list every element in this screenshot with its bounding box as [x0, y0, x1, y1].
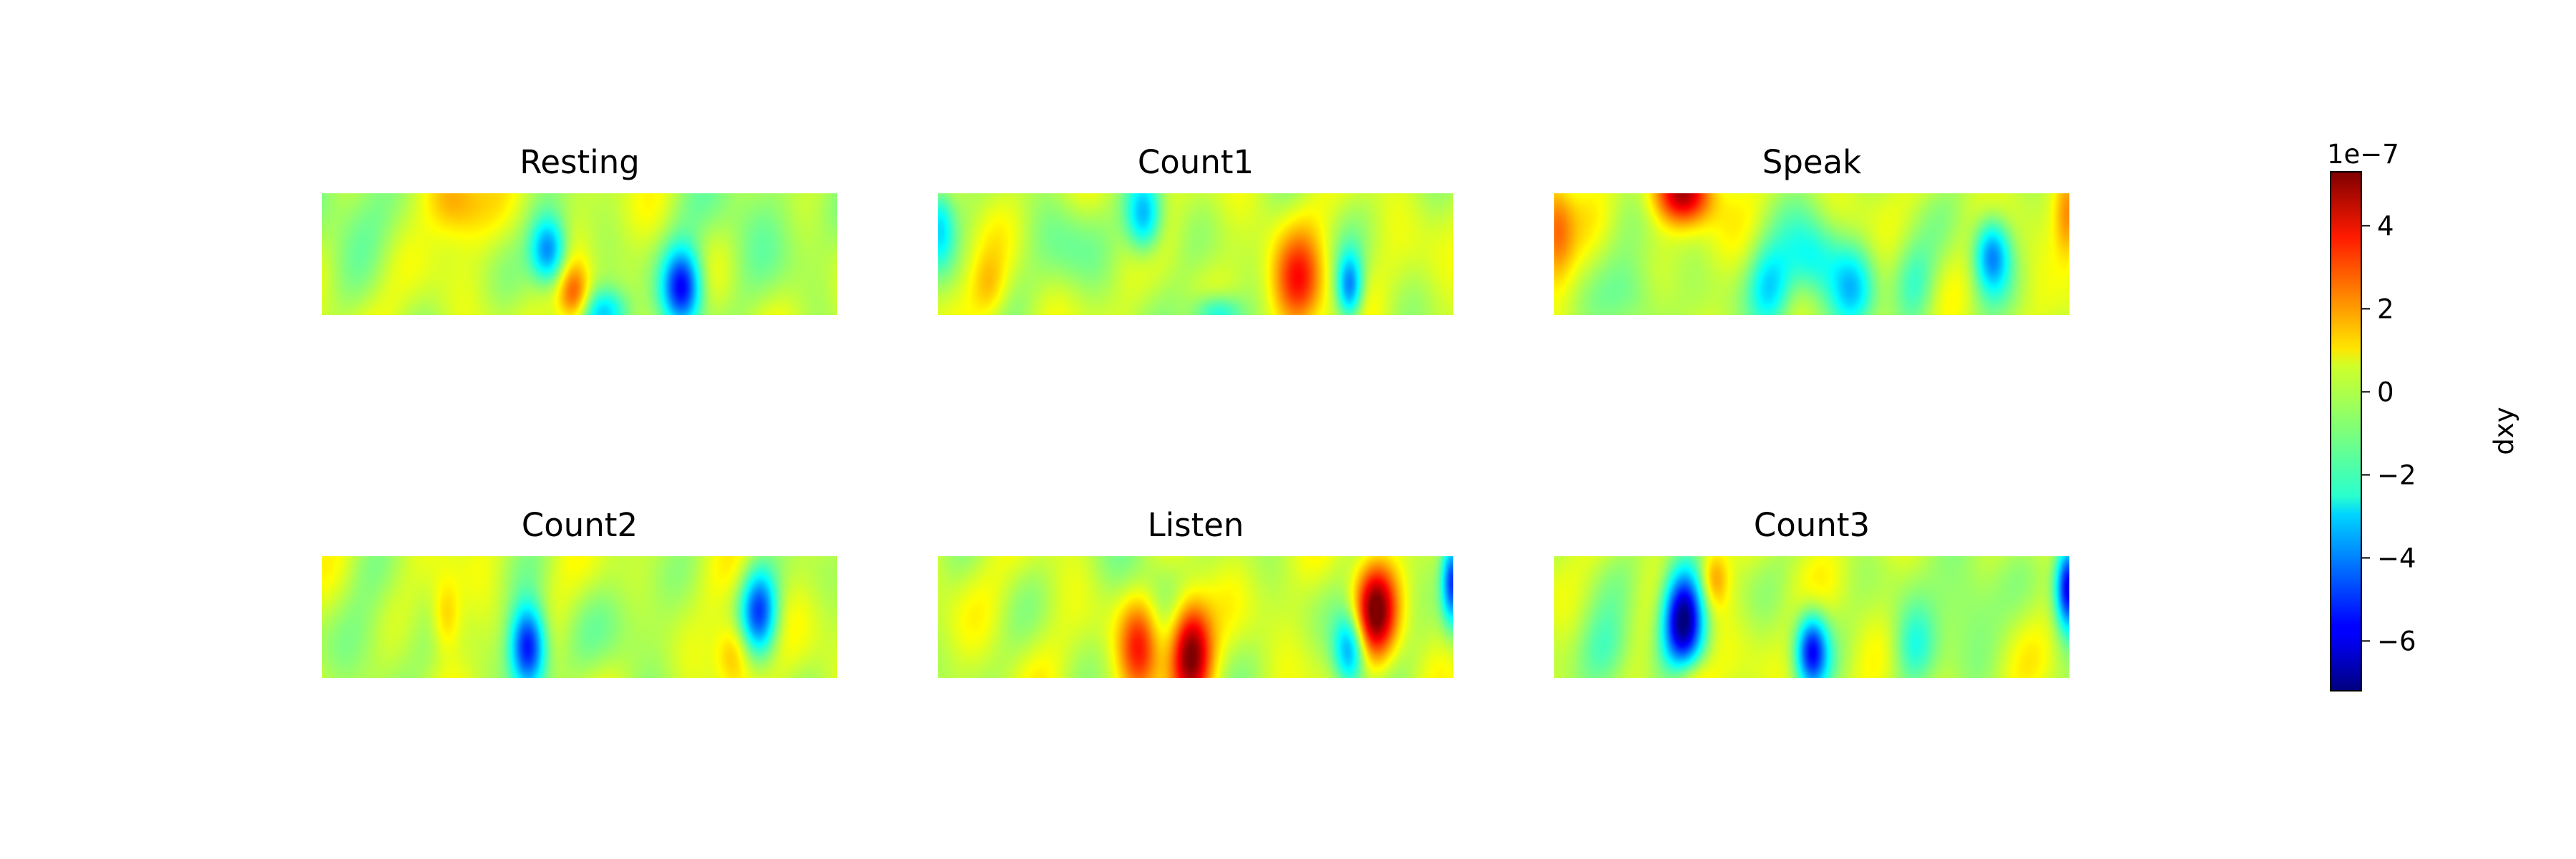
colorbar-tick-label: −4: [2377, 543, 2416, 573]
colorbar-label: dxy: [2489, 407, 2519, 455]
panel-title-listen: Listen: [1148, 506, 1244, 544]
heatmap-speak: [1554, 193, 2069, 315]
panel-title-count1: Count1: [1138, 143, 1254, 181]
panel-title-count2: Count2: [522, 506, 638, 544]
colorbar-tick-label: 2: [2377, 293, 2394, 324]
panel-title-speak: Speak: [1762, 143, 1861, 181]
heatmap-listen: [938, 556, 1453, 678]
colorbar-tick-label: 0: [2377, 377, 2394, 407]
heatmap-count3: [1554, 556, 2069, 678]
heatmap-resting: [322, 193, 837, 315]
panel-title-resting: Resting: [519, 143, 640, 181]
panel-title-count3: Count3: [1754, 506, 1870, 544]
colorbar-exponent-label: 1e−7: [2327, 139, 2399, 170]
colorbar-tick-label: −6: [2377, 626, 2416, 656]
heatmap-count2: [322, 556, 837, 678]
colorbar-tick-label: −2: [2377, 460, 2416, 490]
colorbar: [2330, 171, 2362, 691]
heatmap-count1: [938, 193, 1453, 315]
colorbar-ticks: 4 2 0 −2 −4 −6: [2361, 210, 2416, 656]
colorbar-tick-label: 4: [2377, 210, 2394, 241]
